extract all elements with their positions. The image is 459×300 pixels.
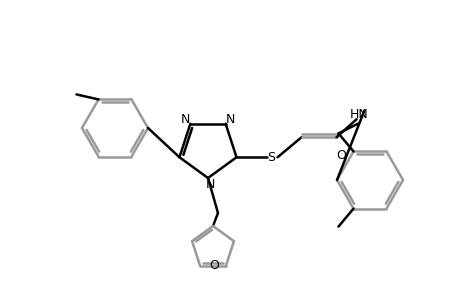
Text: N: N [205,178,214,191]
Text: O: O [208,259,218,272]
Text: N: N [225,113,235,126]
Text: S: S [267,151,275,164]
Text: N: N [180,113,190,126]
Text: HN: HN [349,108,368,121]
Text: O: O [336,149,346,162]
